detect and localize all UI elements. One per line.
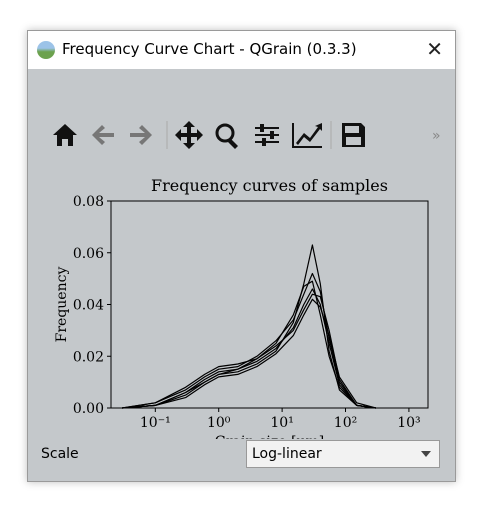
save-button[interactable] (342, 123, 365, 147)
chart-title: Frequency curves of samples (151, 176, 388, 195)
pan-button[interactable] (175, 121, 203, 149)
x-axis-label: Grain-size [μm] (215, 434, 325, 439)
window: Frequency Curve Chart - QGrain (0.3.3) ✕… (27, 30, 456, 482)
x-tick-label: 10² (334, 415, 357, 431)
axes-button[interactable] (292, 123, 322, 148)
x-tick-label: 10⁻¹ (140, 415, 171, 431)
forward-button[interactable] (130, 125, 152, 145)
y-tick-label: 0.06 (73, 246, 104, 262)
y-tick-label: 0.04 (73, 298, 104, 314)
chart-area: » Frequency curves of samples Grain-size … (53, 121, 441, 439)
y-tick-label: 0.00 (73, 401, 104, 417)
overflow-button[interactable]: » (432, 128, 441, 144)
dropdown-arrow (421, 451, 431, 457)
dropdown-value: Log-linear (252, 446, 322, 462)
plot-frame (110, 200, 429, 409)
y-tick-label: 0.08 (73, 194, 104, 210)
scale-dropdown[interactable]: Log-linear (246, 440, 440, 468)
frequency-curve (122, 293, 376, 409)
configure-button[interactable] (255, 124, 279, 146)
frequency-curve (122, 280, 376, 409)
app-icon (37, 41, 55, 59)
frequency-curve (122, 298, 376, 409)
home-button[interactable] (53, 124, 77, 146)
toolbar: » (53, 121, 441, 149)
x-tick-label: 10⁰ (207, 415, 231, 431)
title-bar: Frequency Curve Chart - QGrain (0.3.3) ✕ (28, 31, 455, 69)
x-tick-label: 10³ (397, 415, 420, 431)
window-title: Frequency Curve Chart - QGrain (0.3.3) (62, 40, 357, 58)
x-tick-label: 10¹ (270, 415, 293, 431)
y-tick-label: 0.02 (73, 349, 104, 365)
back-button[interactable] (92, 125, 114, 145)
frequency-curve (122, 288, 376, 409)
scale-label: Scale (41, 446, 79, 462)
zoom-button[interactable] (215, 123, 238, 149)
y-axis-label: Frequency (54, 267, 70, 343)
close-button[interactable]: ✕ (426, 37, 443, 61)
frequency-curve (122, 272, 376, 409)
